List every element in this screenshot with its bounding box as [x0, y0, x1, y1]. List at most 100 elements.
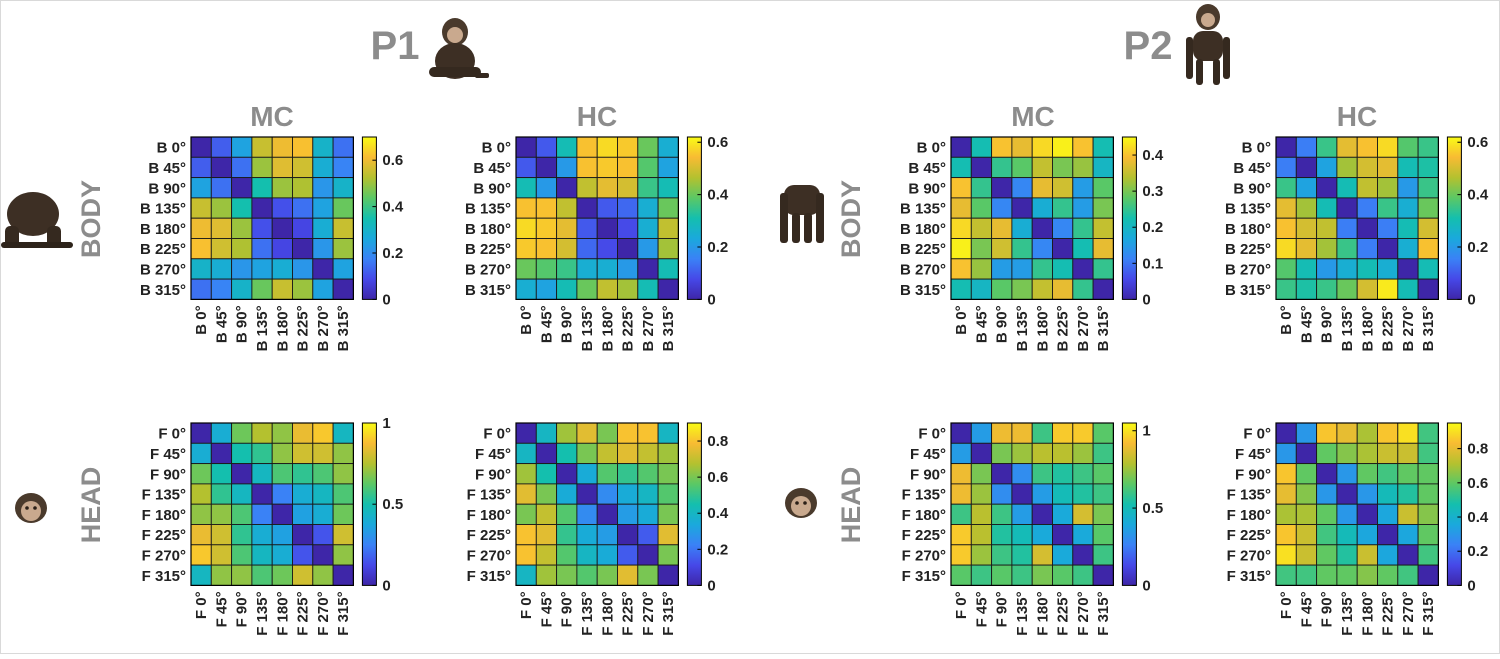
heatmap-cell — [312, 463, 334, 485]
heatmap-cell — [1397, 177, 1419, 199]
y-tick-label: F 270° — [902, 547, 946, 564]
heatmap-cell — [515, 156, 537, 179]
heatmap-cell — [637, 177, 659, 199]
x-tick-label: B 45° — [973, 305, 990, 343]
heatmap-cell — [1417, 177, 1439, 199]
colorbar-tick-label: 0.4 — [1467, 187, 1489, 204]
x-tick-label: B 180° — [1359, 305, 1376, 351]
x-tick-label: B 90° — [1319, 305, 1336, 343]
colorbar-tick-label: 0.2 — [1142, 219, 1163, 236]
heatmap-cell — [556, 238, 578, 260]
heatmap-cell — [1377, 258, 1399, 280]
heatmap-cell — [637, 463, 659, 485]
heatmap-cell — [231, 463, 253, 485]
y-tick-label: B 0° — [1242, 140, 1271, 157]
x-tick-label: F 315° — [1095, 591, 1112, 635]
y-tick-label: F 135° — [1227, 487, 1271, 504]
heatmap-cell — [1092, 544, 1114, 566]
row-label-head-p1: HEAD — [76, 467, 106, 544]
heatmap-cell — [190, 503, 212, 525]
x-tick-label: B 90° — [559, 305, 576, 343]
heatmap-cell — [210, 217, 233, 239]
heatmap-cell — [332, 463, 354, 485]
heatmap-cell — [1092, 278, 1114, 300]
heatmap-cell — [1316, 278, 1338, 300]
heatmap-cell — [991, 177, 1013, 199]
heatmap-cell — [515, 442, 537, 465]
heatmap-cell — [1397, 156, 1419, 179]
heatmap-cell — [1377, 217, 1399, 239]
heatmap-cell — [1275, 503, 1297, 525]
heatmap-cell — [576, 483, 598, 505]
heatmap-cell — [991, 217, 1013, 239]
x-tick-label: F 315° — [660, 591, 677, 635]
column-title-p2-mc: MC — [1011, 101, 1055, 132]
x-tick-label: B 0° — [193, 305, 210, 334]
colorbar — [1121, 422, 1137, 586]
heatmap-cell — [251, 217, 273, 239]
colorbar-tick-label: 0 — [1142, 291, 1150, 308]
x-tick-label: F 270° — [1075, 591, 1092, 635]
heatmap-cell — [1052, 463, 1074, 485]
heatmap-cell — [1336, 503, 1358, 525]
heatmap-cell — [1275, 258, 1297, 280]
heatmap-cell — [1072, 136, 1094, 158]
heatmap-cell — [271, 564, 293, 586]
colorbar-tick-label: 0.2 — [1467, 543, 1488, 560]
y-tick-label: F 0° — [1243, 426, 1271, 443]
heatmap-cell — [271, 217, 293, 239]
x-tick-label: F 225° — [295, 591, 312, 635]
x-tick-label: B 225° — [620, 305, 637, 351]
heatmap-cell — [332, 217, 354, 239]
heatmap-cell — [970, 238, 993, 260]
heatmap-cell — [515, 258, 537, 280]
heatmap-cell — [657, 463, 679, 485]
y-tick-label: B 180° — [1225, 221, 1271, 238]
heatmap-cell — [1011, 136, 1033, 158]
heatmap-frame — [1275, 136, 1439, 300]
heatmap-cell — [970, 442, 993, 465]
y-tick-label: B 0° — [917, 140, 946, 157]
heatmap-cell — [657, 136, 679, 158]
heatmap-cell — [970, 177, 993, 199]
heatmap-cell — [535, 217, 558, 239]
heatmap-cell — [950, 483, 972, 505]
heatmap-p1-body-hc: B 0°B 45°B 90°B 135°B 180°B 225°B 270°B … — [465, 134, 729, 351]
heatmap-cell — [1275, 564, 1297, 586]
heatmap-cell — [556, 564, 578, 586]
heatmap-cell — [596, 177, 618, 199]
colorbar-tick-label: 0.5 — [382, 496, 403, 513]
heatmap-cell — [1072, 503, 1094, 525]
heatmap-cell — [1275, 442, 1297, 465]
heatmap-frame — [190, 136, 354, 300]
heatmap-cell — [1031, 217, 1053, 239]
headless-monkey-body-icon — [1, 192, 73, 248]
heatmap-cell — [231, 197, 253, 219]
colorbar-tick-label: 0.6 — [1467, 475, 1488, 492]
heatmap-cell — [991, 156, 1013, 179]
heatmap-cell — [312, 503, 334, 525]
heatmap-cell — [1092, 442, 1114, 465]
heatmap-cell — [190, 544, 212, 566]
colorbar-tick-label: 0 — [382, 291, 390, 308]
heatmap-cell — [637, 136, 659, 158]
heatmap-cell — [1052, 524, 1074, 546]
heatmap-cell — [210, 238, 233, 260]
heatmap-cell — [1295, 483, 1318, 505]
x-tick-label: F 180° — [1034, 591, 1051, 635]
heatmap-cell — [576, 278, 598, 300]
heatmap-cell — [617, 177, 639, 199]
heatmap-cell — [515, 177, 537, 199]
x-tick-label: F 0° — [953, 591, 970, 619]
heatmap-cell — [515, 544, 537, 566]
heatmap-cell — [617, 238, 639, 260]
heatmap-cell — [1031, 238, 1053, 260]
y-tick-label: B 45° — [1233, 160, 1271, 177]
heatmap-cell — [1417, 156, 1439, 179]
heatmap-cell — [1072, 524, 1094, 546]
heatmap-cell — [210, 177, 233, 199]
heatmap-cell — [515, 238, 537, 260]
colorbar-tick-label: 0.4 — [382, 199, 404, 216]
colorbar-tick-label: 0 — [1467, 577, 1475, 594]
y-tick-label: B 45° — [148, 160, 186, 177]
